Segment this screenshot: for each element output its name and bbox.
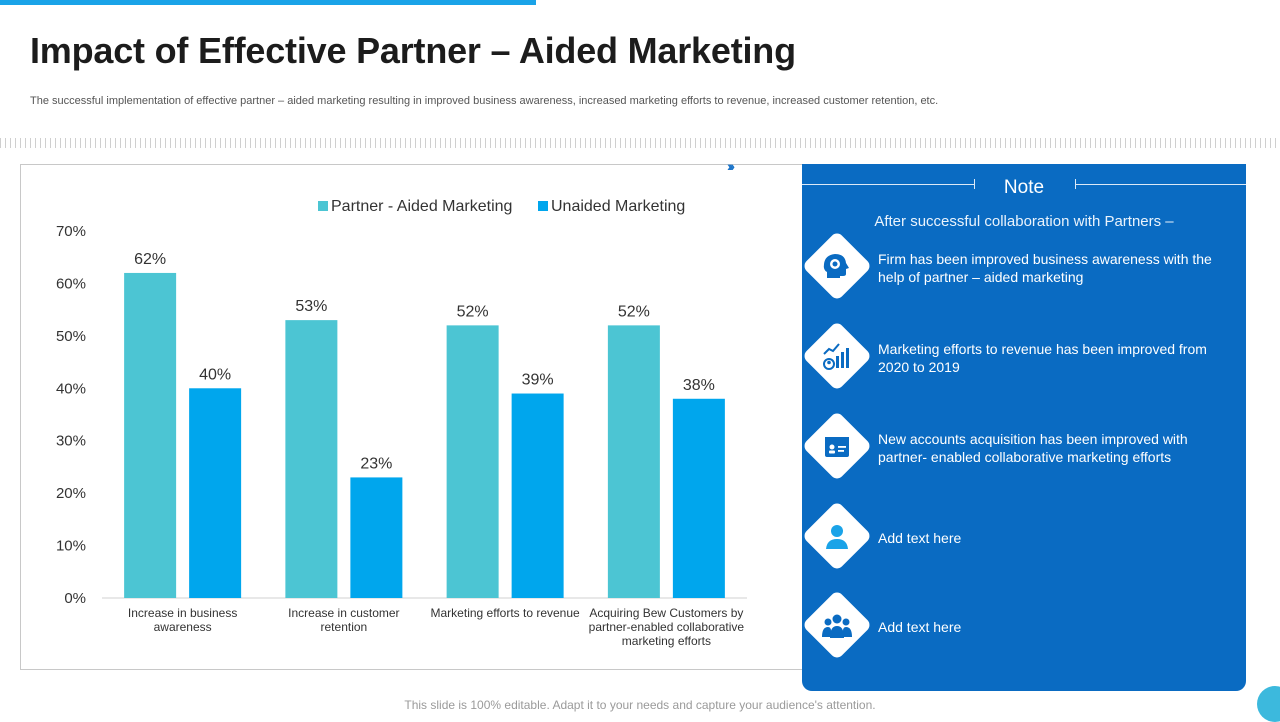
data-label: 53%	[295, 298, 327, 315]
note-item: Firm has been improved business awarenes…	[801, 230, 1246, 306]
account-card-icon	[825, 437, 849, 457]
x-tick-label: marketing efforts	[622, 634, 711, 648]
bar	[446, 325, 499, 598]
note-intro: After successful collaboration with Part…	[874, 213, 1174, 230]
top-accent-bar	[0, 0, 536, 5]
y-tick-label: 30%	[56, 433, 86, 450]
x-tick-label: Marketing efforts to revenue	[431, 606, 581, 620]
note-header-line-right	[1075, 184, 1246, 185]
growth-chart-icon	[823, 343, 849, 370]
footer-note: This slide is 100% editable. Adapt it to…	[404, 698, 876, 712]
bar	[511, 393, 564, 598]
bar	[189, 388, 242, 598]
y-tick-label: 40%	[56, 380, 86, 397]
page-subtitle: The successful implementation of effecti…	[30, 95, 939, 107]
y-tick-label: 50%	[56, 328, 86, 345]
bar	[285, 320, 338, 598]
data-label: 52%	[618, 303, 650, 320]
legend-swatch	[538, 201, 548, 211]
note-header-tick-right	[1075, 179, 1076, 189]
note-item: Marketing efforts to revenue has been im…	[801, 320, 1246, 396]
legend-swatch	[318, 201, 328, 211]
note-item: Add text here	[801, 589, 1246, 665]
legend-label: Partner - Aided Marketing	[331, 198, 512, 215]
y-tick-label: 70%	[56, 223, 86, 240]
note-item-text: Firm has been improved business awarenes…	[878, 251, 1212, 285]
note-header-line-left	[802, 184, 974, 185]
x-tick-label: Increase in business	[128, 606, 237, 620]
note-item: New accounts acquisition has been improv…	[801, 410, 1246, 486]
team-icon	[822, 614, 852, 638]
y-tick-label: 10%	[56, 538, 86, 555]
legend-label: Unaided Marketing	[551, 198, 685, 215]
note-item: Add text here	[801, 500, 1246, 576]
note-item-text: Add text here	[878, 530, 962, 546]
note-title: Note	[1003, 177, 1045, 198]
head-idea-icon	[823, 254, 849, 278]
x-tick-label: Acquiring Bew Customers by	[589, 606, 743, 620]
chevron-right-icon: ›››	[727, 158, 735, 174]
bar	[672, 398, 725, 598]
y-tick-label: 20%	[56, 485, 86, 502]
x-tick-label: Increase in customer	[288, 606, 399, 620]
x-tick-label: retention	[321, 620, 368, 634]
y-tick-label: 0%	[64, 590, 86, 607]
note-item-text: Add text here	[878, 619, 962, 635]
bar-chart: 0% 10% 20% 30% 40% 50% 60% 70% 62% 40% Increase in…	[56, 198, 747, 648]
note-item-text: Marketing efforts to revenue has been im…	[878, 341, 1207, 375]
page-title: Impact of Effective Partner – Aided Mark…	[30, 30, 796, 71]
bar	[350, 477, 403, 598]
note-item-text: New accounts acquisition has been improv…	[878, 431, 1188, 465]
data-label: 40%	[199, 366, 231, 383]
x-tick-label: awareness	[154, 620, 212, 634]
data-label: 23%	[360, 455, 392, 472]
x-tick-label: partner-enabled collaborative	[589, 620, 745, 634]
user-icon	[826, 525, 848, 549]
bar	[124, 272, 177, 598]
data-label: 38%	[683, 377, 715, 394]
data-label: 39%	[522, 372, 554, 389]
bar	[607, 325, 660, 598]
note-panel: Note After successful collaboration with…	[801, 164, 1246, 691]
data-label: 62%	[134, 251, 166, 268]
y-tick-label: 60%	[56, 275, 86, 292]
dotted-divider	[0, 138, 1280, 148]
corner-decoration	[1257, 686, 1280, 722]
note-header-tick-left	[974, 179, 975, 189]
data-label: 52%	[457, 303, 489, 320]
